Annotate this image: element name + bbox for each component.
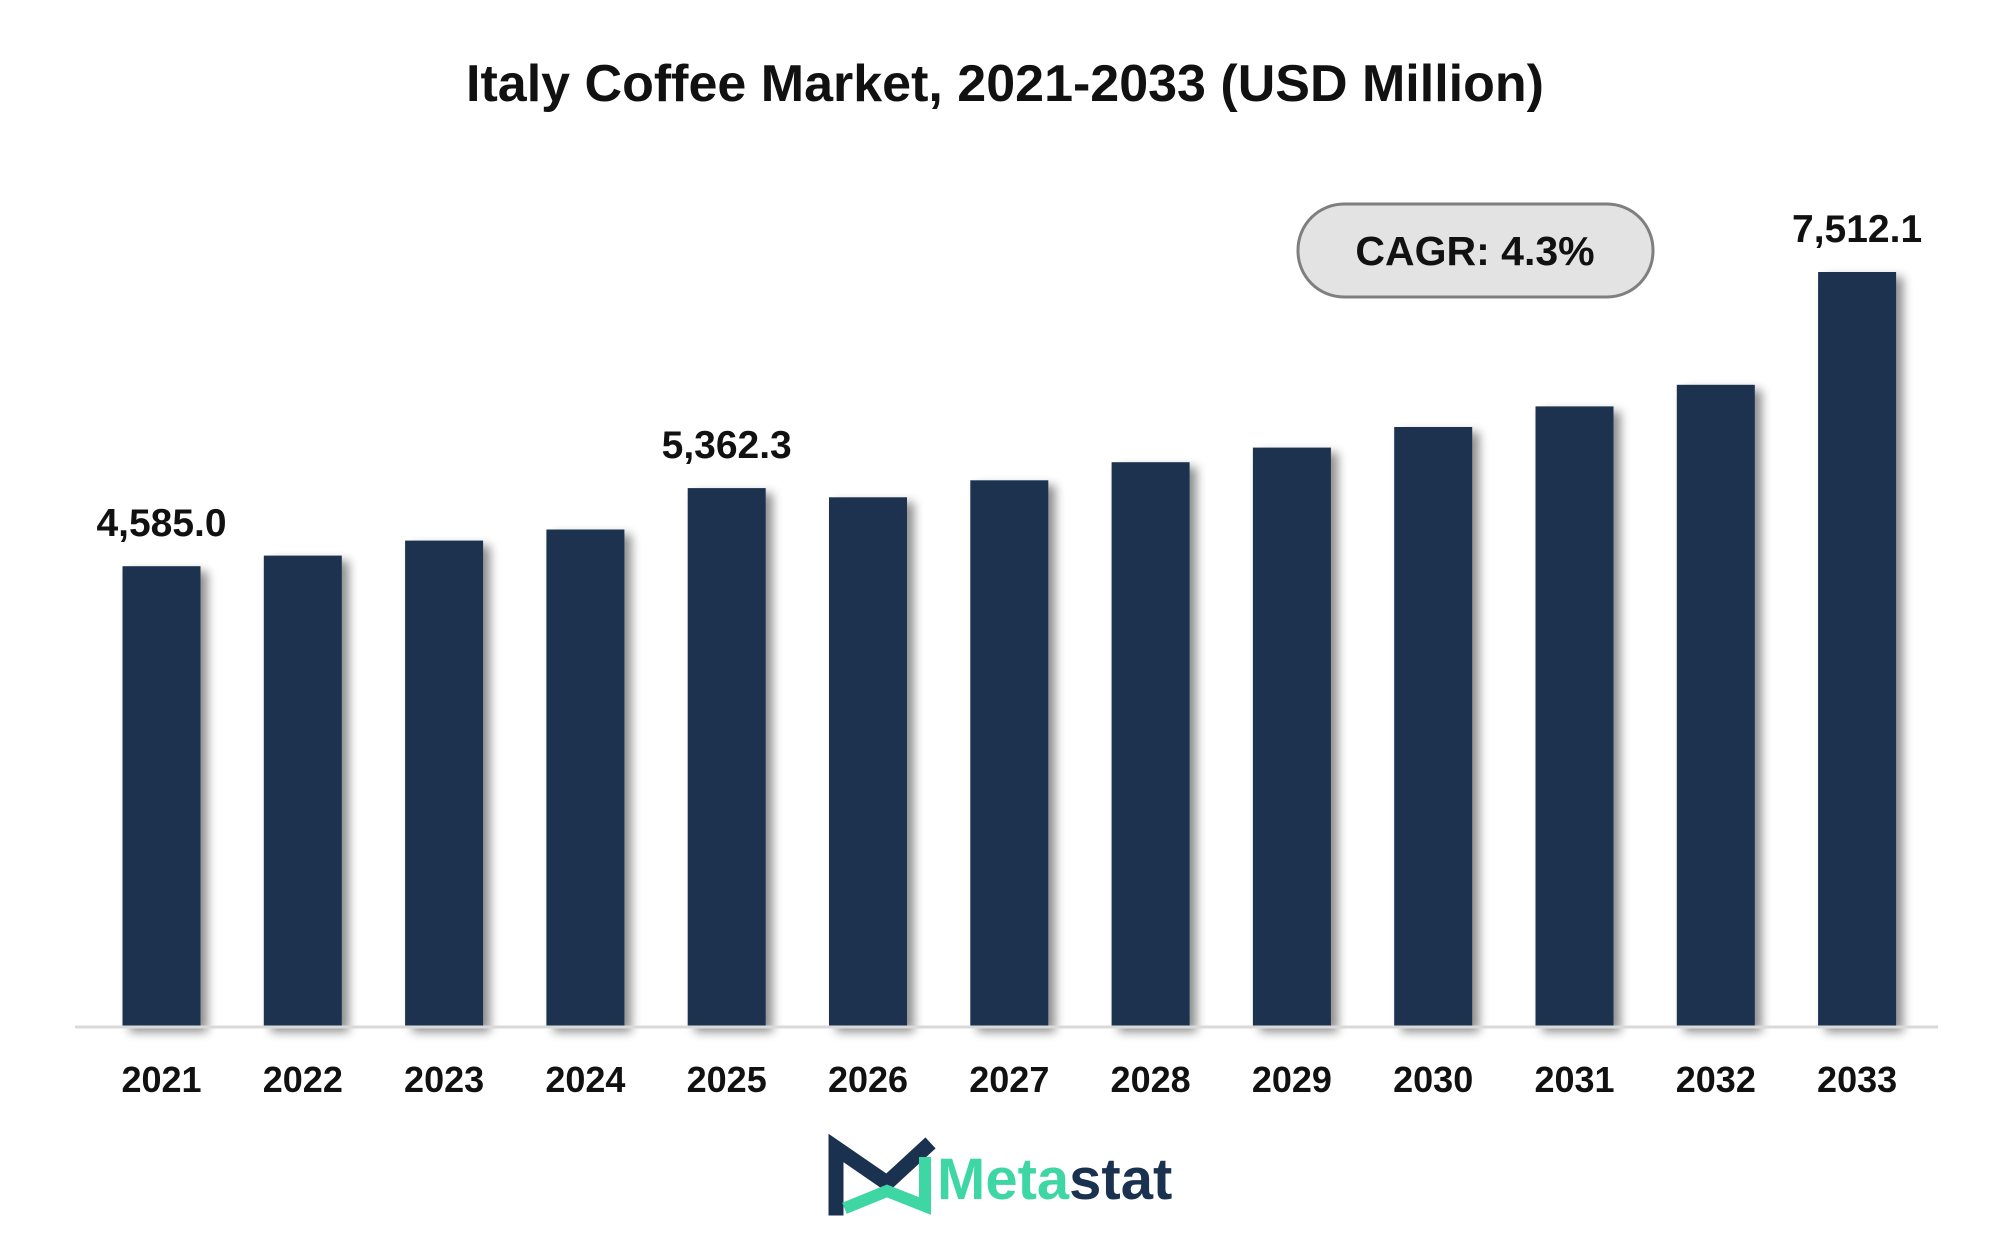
logo-mark-dark-stroke <box>828 1133 936 1216</box>
data-label-2025: 5,362.3 <box>662 424 792 467</box>
bar-2027 <box>970 480 1049 1027</box>
logo-wordmark-stat: stat <box>1069 1147 1172 1212</box>
bar-2023 <box>405 540 484 1027</box>
cagr-pill-shape <box>1296 202 1655 299</box>
data-label-2033: 7,512.1 <box>1792 208 1922 251</box>
bar-2022 <box>263 555 342 1027</box>
x-tick-label-2029: 2029 <box>1252 1059 1332 1100</box>
bar-2030 <box>1394 427 1473 1027</box>
x-tick-label-2021: 2021 <box>121 1059 201 1100</box>
x-tick-label-2023: 2023 <box>404 1059 484 1100</box>
x-tick-label-2025: 2025 <box>687 1059 767 1100</box>
cagr-label: CAGR: 4.3% <box>1355 228 1594 274</box>
bar-2031 <box>1535 406 1614 1027</box>
logo-mark-accent-stroke <box>842 1157 931 1215</box>
data-labels-group: 4,585.0 5,362.3 7,512.1 <box>96 208 1922 545</box>
bar-2021 <box>122 566 201 1027</box>
x-tick-labels-group: 2021 2022 2023 2024 2025 2026 2027 2028 2029 2030… <box>121 1059 1897 1100</box>
metastat-logo: Metastat <box>828 1133 1172 1216</box>
x-tick-label-2028: 2028 <box>1111 1059 1191 1100</box>
chart-title: Italy Coffee Market, 2021-2033 (USD Mill… <box>466 55 1544 113</box>
x-tick-label-2031: 2031 <box>1534 1059 1614 1100</box>
cagr-annotation: CAGR: 4.3% <box>1296 202 1655 299</box>
x-tick-label-2024: 2024 <box>545 1059 625 1100</box>
bar-2033 <box>1818 272 1897 1027</box>
x-tick-label-2022: 2022 <box>263 1059 343 1100</box>
bar-2026 <box>829 497 907 1027</box>
bars-group <box>122 272 1897 1028</box>
logo-wordmark-meta: Meta <box>937 1147 1070 1212</box>
bar-2025 <box>687 488 766 1028</box>
logo-wordmark: Metastat <box>937 1147 1172 1212</box>
x-tick-label-2033: 2033 <box>1817 1059 1897 1100</box>
x-tick-label-2032: 2032 <box>1676 1059 1756 1100</box>
x-tick-label-2026: 2026 <box>828 1059 908 1100</box>
bar-2029 <box>1252 447 1331 1028</box>
bar-2028 <box>1111 462 1190 1027</box>
x-tick-label-2027: 2027 <box>969 1059 1049 1100</box>
data-label-2021: 4,585.0 <box>96 502 226 545</box>
bar-2032 <box>1676 384 1755 1027</box>
x-tick-label-2030: 2030 <box>1393 1059 1473 1100</box>
bar-2024 <box>546 529 625 1027</box>
